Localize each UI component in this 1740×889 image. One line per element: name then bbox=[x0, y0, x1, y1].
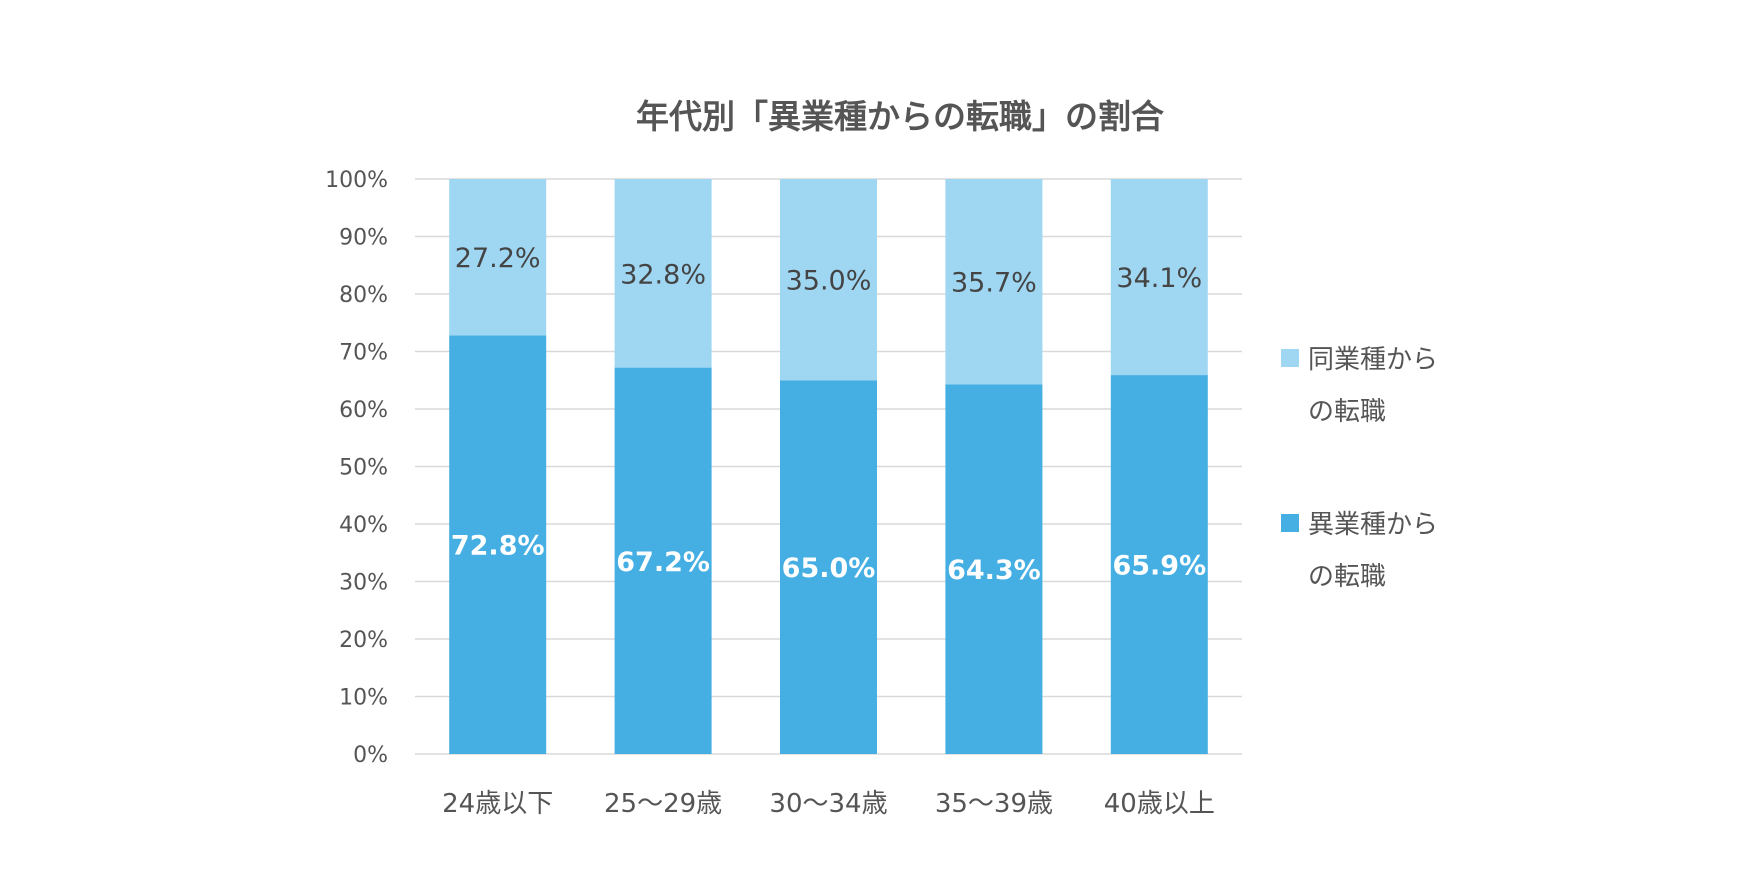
data-label: 34.1% bbox=[1116, 263, 1202, 294]
bar-segment bbox=[1110, 375, 1208, 754]
y-tick-label: 10% bbox=[339, 686, 388, 711]
y-tick-label: 80% bbox=[339, 283, 388, 308]
legend-label: 同業種から bbox=[1308, 345, 1438, 375]
x-tick-label: 35～39歳 bbox=[935, 789, 1053, 819]
bar-segment bbox=[614, 179, 712, 368]
y-tick-label: 30% bbox=[339, 571, 388, 596]
chart-title: 年代別「異業種からの転職」の割合 bbox=[636, 97, 1164, 136]
data-label: 67.2% bbox=[616, 547, 710, 578]
data-label: 65.0% bbox=[782, 553, 876, 584]
y-tick-label: 70% bbox=[339, 341, 388, 366]
data-label: 72.8% bbox=[451, 531, 545, 562]
bar-segment bbox=[780, 179, 877, 381]
data-label: 32.8% bbox=[620, 259, 706, 290]
y-axis-ticks: 0% 10% 20% 30% 40% 50% 60% 70% 80% 90% 100% bbox=[325, 168, 388, 768]
bar-segment bbox=[449, 335, 547, 754]
data-label: 35.0% bbox=[786, 266, 872, 297]
y-tick-label: 0% bbox=[353, 743, 388, 768]
data-label: 65.9% bbox=[1112, 551, 1206, 582]
bar-segment bbox=[1110, 179, 1208, 376]
bar-segment bbox=[945, 384, 1043, 754]
x-tick-label: 30～34歳 bbox=[769, 789, 887, 819]
x-tick-label: 24歳以下 bbox=[442, 789, 553, 819]
x-tick-label: 25～29歳 bbox=[604, 789, 722, 819]
legend-label: の転職 bbox=[1308, 397, 1386, 427]
y-tick-label: 40% bbox=[339, 513, 388, 538]
bar-segment bbox=[780, 380, 877, 754]
x-axis-ticks: 24歳以下 25～29歳 30～34歳 35～39歳 40歳以上 bbox=[442, 789, 1215, 819]
bar-segment bbox=[449, 179, 547, 336]
bar-segment bbox=[614, 367, 712, 754]
bars: 72.8% 27.2% 67.2% 32.8% 65.0% 35.0% 64.3% 35.7%… bbox=[449, 179, 1208, 754]
legend-label: の転職 bbox=[1308, 562, 1386, 592]
x-tick-label: 40歳以上 bbox=[1104, 789, 1215, 819]
legend-swatch bbox=[1281, 514, 1299, 532]
y-tick-label: 60% bbox=[339, 398, 388, 423]
data-label: 64.3% bbox=[947, 555, 1041, 586]
y-tick-label: 100% bbox=[325, 168, 388, 193]
legend-label: 異業種から bbox=[1308, 510, 1438, 540]
y-tick-label: 20% bbox=[339, 628, 388, 653]
legend-swatch bbox=[1281, 349, 1299, 367]
y-tick-label: 50% bbox=[339, 456, 388, 481]
data-label: 35.7% bbox=[951, 268, 1037, 299]
bar-segment bbox=[945, 179, 1043, 385]
y-tick-label: 90% bbox=[339, 226, 388, 251]
data-label: 27.2% bbox=[455, 243, 541, 274]
